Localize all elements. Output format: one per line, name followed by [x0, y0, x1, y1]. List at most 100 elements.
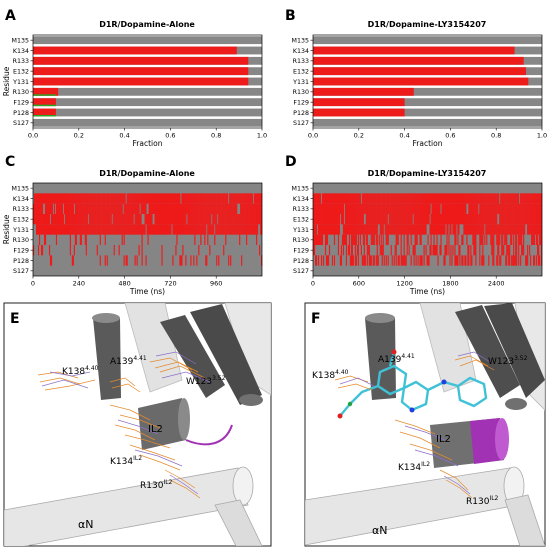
contact-mark [419, 224, 421, 235]
contact-mark [96, 193, 98, 204]
contact-mark [369, 224, 371, 235]
contact-mark [441, 193, 443, 204]
contact-mark [453, 224, 455, 235]
xlabel: Time (ns) [409, 287, 445, 296]
contact-mark [59, 203, 62, 214]
contact-mark [316, 234, 319, 245]
ytick-label-e132: E132 [293, 216, 309, 223]
contact-mark [415, 203, 417, 214]
contact-mark [359, 203, 361, 214]
contact-mark [231, 214, 233, 225]
contact-mark [388, 224, 390, 235]
contact-mark [225, 234, 227, 245]
contact-mark [463, 214, 465, 225]
contact-mark [387, 224, 389, 235]
contact-mark [540, 234, 542, 245]
contact-mark [57, 193, 60, 204]
contact-mark [451, 214, 453, 225]
contact-mark [401, 203, 403, 214]
contact-mark [113, 214, 115, 225]
contact-mark [451, 203, 453, 214]
contact-mark [482, 214, 484, 225]
contact-mark [179, 255, 181, 266]
contact-mark [166, 214, 168, 225]
contact-mark [191, 203, 193, 214]
contact-mark [220, 214, 222, 225]
contact-mark [349, 203, 351, 214]
contact-mark [249, 203, 251, 214]
contact-mark [477, 203, 479, 214]
contact-mark [449, 193, 451, 204]
contact-mark [366, 255, 368, 266]
contact-mark [255, 193, 257, 204]
contact-mark [219, 193, 221, 204]
contact-mark [228, 214, 230, 225]
contact-mark [514, 224, 516, 235]
contact-mark [66, 193, 68, 204]
contact-mark [438, 203, 440, 214]
contact-mark [401, 224, 403, 235]
contact-mark [176, 214, 178, 225]
contact-mark [43, 193, 46, 204]
contact-mark [33, 193, 36, 204]
contact-mark [364, 193, 366, 204]
contact-mark [427, 203, 429, 214]
contact-mark [246, 224, 248, 235]
contact-mark [397, 214, 399, 225]
contact-mark [201, 203, 203, 214]
contact-mark [385, 255, 387, 266]
contact-mark [403, 203, 405, 214]
contact-mark [196, 193, 198, 204]
contact-mark [398, 255, 400, 266]
contact-mark [195, 224, 197, 235]
contact-mark [471, 214, 473, 225]
contact-mark [409, 193, 411, 204]
contact-mark [225, 203, 227, 214]
contact-mark [132, 193, 134, 204]
contact-mark [91, 203, 93, 214]
xtick-label: 0 [311, 280, 315, 288]
contact-mark [405, 203, 407, 214]
contact-mark [212, 224, 214, 235]
contact-mark [433, 203, 435, 214]
contact-mark [159, 224, 161, 235]
contact-mark [519, 203, 521, 214]
contact-mark [64, 224, 67, 235]
contact-mark [251, 203, 253, 214]
contact-mark [487, 214, 489, 225]
contact-mark [182, 203, 184, 214]
contact-mark [397, 255, 399, 266]
contact-mark [187, 214, 189, 225]
contact-mark [538, 203, 540, 214]
contact-mark [353, 203, 355, 214]
contact-mark [425, 214, 427, 225]
contact-mark [360, 214, 362, 225]
contact-mark [419, 193, 421, 204]
contact-mark [35, 214, 38, 225]
contact-mark [244, 203, 246, 214]
contact-mark [363, 245, 365, 256]
contact-mark [505, 224, 507, 235]
contact-mark [76, 214, 78, 225]
contact-mark [319, 203, 322, 214]
contact-mark [515, 224, 517, 235]
contact-mark [239, 224, 241, 235]
contact-mark [485, 203, 487, 214]
ytick-label-k134: K134 [293, 48, 309, 55]
contact-mark [467, 193, 469, 204]
contact-mark [403, 214, 405, 225]
contact-mark [423, 203, 425, 214]
contact-mark [395, 203, 397, 214]
contact-mark [84, 193, 86, 204]
contact-mark [322, 214, 325, 225]
contact-mark [144, 224, 146, 235]
contact-mark [153, 203, 155, 214]
contact-mark [55, 203, 58, 214]
bar-r130 [33, 87, 59, 96]
contact-mark [112, 193, 114, 204]
contact-mark [506, 234, 508, 245]
contact-mark [204, 193, 206, 204]
contact-mark [410, 255, 412, 266]
contact-mark [397, 234, 399, 245]
contact-mark [352, 193, 354, 204]
